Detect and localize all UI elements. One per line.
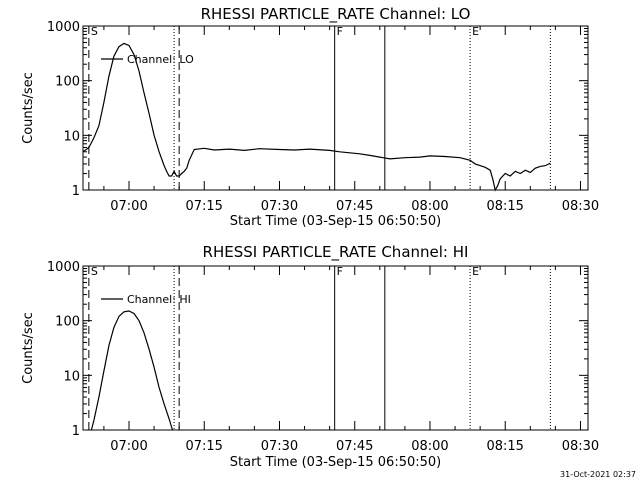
y-tick-label: 1 — [72, 184, 80, 199]
y-axis-label: Counts/sec — [21, 312, 36, 384]
plot-frame — [82, 265, 589, 431]
x-tick-label: 08:15 — [486, 199, 523, 214]
x-tick-label: 07:30 — [261, 439, 298, 454]
x-tick-label: 07:00 — [110, 439, 147, 454]
x-tick-label: 07:30 — [261, 199, 298, 214]
x-tick-label: 08:00 — [411, 199, 448, 214]
x-tick-label: 08:15 — [486, 439, 523, 454]
y-tick-label: 1000 — [47, 20, 80, 35]
legend-label: Channel: LO — [127, 53, 194, 66]
x-tick-label: 08:30 — [562, 439, 599, 454]
legend-label: Channel: HI — [127, 293, 191, 306]
x-tick-label: 07:15 — [185, 439, 222, 454]
event-marker-label: S — [91, 265, 98, 278]
x-tick-label: 07:15 — [185, 199, 222, 214]
y-tick-label: 10 — [63, 129, 80, 144]
x-tick-label: 08:00 — [411, 439, 448, 454]
event-marker-label: E — [472, 25, 479, 38]
x-axis-label: Start Time (03-Sep-15 06:50:50) — [230, 214, 441, 229]
x-tick-label: 08:30 — [562, 199, 599, 214]
y-tick-label: 1000 — [47, 260, 80, 275]
event-marker-label: E — [472, 265, 479, 278]
footer-date: 31-Oct-2021 02:37 — [560, 470, 636, 479]
chart-title: RHESSI PARTICLE_RATE Channel: LO — [201, 5, 471, 24]
y-tick-label: 1 — [72, 424, 80, 439]
plot-frame — [82, 25, 589, 191]
event-marker-label: F — [337, 265, 343, 278]
x-tick-label: 07:00 — [110, 199, 147, 214]
y-axis-label: Counts/sec — [21, 72, 36, 144]
y-tick-label: 10 — [63, 369, 80, 384]
event-marker-label: F — [337, 25, 343, 38]
event-marker-label: S — [91, 25, 98, 38]
x-axis-label: Start Time (03-Sep-15 06:50:50) — [230, 455, 441, 470]
chart-title: RHESSI PARTICLE_RATE Channel: HI — [203, 243, 469, 262]
x-tick-label: 07:45 — [336, 439, 373, 454]
x-tick-label: 07:45 — [336, 199, 373, 214]
series-line — [82, 42, 551, 192]
y-tick-label: 100 — [55, 75, 80, 90]
series-line — [90, 310, 174, 431]
y-tick-label: 100 — [55, 315, 80, 330]
